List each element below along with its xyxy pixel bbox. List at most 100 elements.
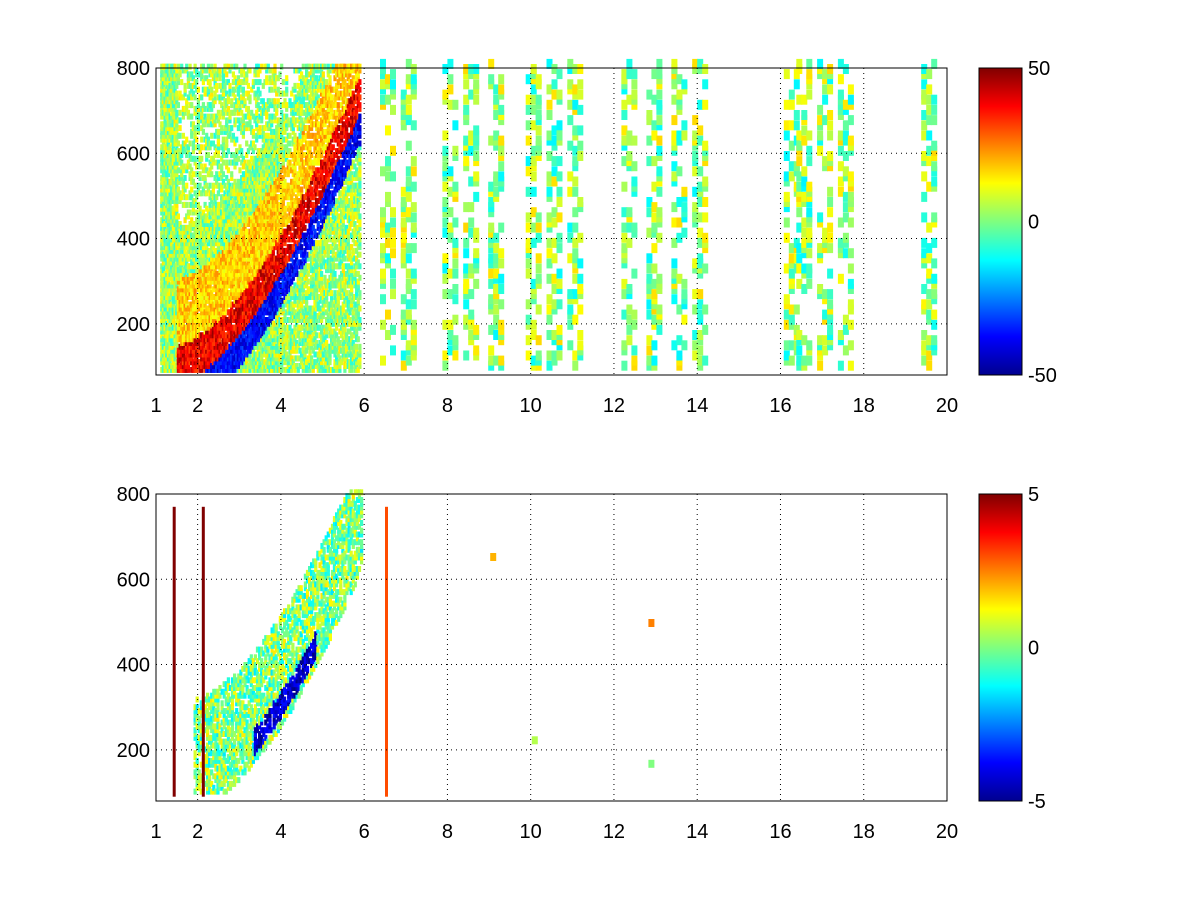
heatmap-cell: [266, 63, 270, 70]
heatmap-cell: [285, 213, 289, 220]
heatmap-cell: [218, 224, 222, 231]
heatmap-cell: [165, 209, 169, 216]
heatmap-cell: [220, 251, 224, 258]
heatmap-cell: [245, 355, 249, 362]
heatmap-cell: [266, 328, 270, 335]
heatmap-cell: [278, 117, 282, 124]
heatmap-cell: [190, 178, 194, 185]
heatmap-cell: [225, 121, 229, 128]
heatmap-cell: [230, 209, 234, 216]
heatmap-cell: [243, 255, 247, 262]
heatmap-cell: [291, 309, 295, 316]
heatmap-cell: [186, 328, 190, 335]
heatmap-cell: [243, 182, 247, 189]
heatmap-cell: [291, 359, 295, 366]
heatmap-cell: [301, 90, 305, 97]
heatmap-cell: [181, 267, 185, 274]
heatmap-cell: [296, 117, 300, 124]
heatmap-cell: [263, 251, 267, 258]
heatmap-cell: [201, 86, 205, 93]
heatmap-cell: [245, 121, 249, 128]
heatmap-cell: [280, 224, 284, 231]
heatmap-cell: [183, 247, 187, 254]
heatmap-cell: [170, 128, 174, 135]
heatmap-cell: [266, 144, 270, 151]
heatmap-cell: [176, 244, 180, 251]
heatmap-cell: [211, 255, 215, 262]
heatmap-cell: [218, 217, 222, 224]
heatmap-cell: [175, 90, 179, 97]
heatmap-cell: [181, 340, 185, 346]
heatmap-cell: [220, 347, 224, 354]
heatmap-cell: [166, 159, 170, 166]
heatmap-cell: [243, 209, 247, 216]
heatmap-cell: [161, 251, 165, 258]
heatmap-cell: [205, 236, 209, 243]
heatmap-cell: [280, 63, 284, 70]
heatmap-cell: [253, 336, 257, 343]
heatmap-cell: [243, 366, 247, 373]
heatmap-cell: [271, 175, 275, 181]
heatmap-cell: [283, 178, 287, 185]
heatmap-cell: [173, 132, 177, 139]
heatmap-cell: [220, 236, 224, 243]
heatmap-cell: [175, 267, 179, 274]
heatmap-cell: [213, 317, 217, 323]
heatmap-cell: [211, 336, 215, 343]
heatmap-cell: [266, 274, 270, 281]
heatmap-cell: [240, 313, 244, 320]
heatmap-cell: [220, 332, 224, 339]
heatmap-cell: [226, 105, 230, 112]
heatmap-cell: [296, 328, 300, 335]
heatmap-cell: [206, 251, 210, 258]
heatmap-cell: [295, 182, 299, 189]
heatmap-cell: [273, 259, 277, 266]
heatmap-cell: [271, 274, 275, 281]
heatmap-cell: [166, 343, 170, 350]
heatmap-cell: [181, 270, 185, 277]
heatmap-cell: [303, 251, 307, 258]
heatmap-cell: [228, 117, 232, 124]
heatmap-cell: [233, 274, 237, 281]
heatmap-cell: [271, 71, 275, 78]
heatmap-cell: [275, 198, 279, 204]
heatmap-cell: [168, 75, 172, 82]
heatmap-cell: [305, 201, 309, 208]
heatmap-cell: [276, 355, 280, 362]
heatmap-cell: [228, 82, 232, 89]
heatmap-cell: [228, 236, 232, 243]
heatmap-cell: [180, 340, 184, 346]
heatmap-cell: [180, 228, 184, 235]
heatmap-cell: [218, 328, 222, 335]
heatmap-cell: [230, 347, 234, 354]
heatmap-cell: [271, 263, 275, 270]
heatmap-cell: [163, 347, 167, 354]
heatmap-cell: [226, 201, 230, 208]
heatmap-cell: [246, 244, 250, 251]
heatmap-cell: [288, 236, 292, 243]
heatmap-cell: [173, 255, 177, 262]
heatmap-cell: [281, 286, 285, 293]
heatmap-cell: [228, 278, 232, 285]
heatmap-cell: [276, 290, 280, 297]
heatmap-cell: [170, 336, 174, 343]
heatmap-cell: [261, 128, 265, 135]
heatmap-cell: [176, 240, 180, 247]
heatmap-cell: [233, 255, 237, 262]
heatmap-cell: [285, 152, 289, 158]
heatmap-cell: [256, 343, 260, 350]
heatmap-cell: [300, 167, 304, 174]
heatmap-cell: [228, 324, 232, 331]
heatmap-cell: [165, 140, 169, 147]
heatmap-cell: [296, 171, 300, 178]
heatmap-cell: [286, 228, 290, 235]
heatmap-cell: [171, 324, 175, 331]
heatmap-cell: [161, 140, 165, 147]
heatmap-cell: [275, 286, 279, 293]
heatmap-cell: [278, 259, 282, 266]
heatmap-cell: [163, 232, 167, 239]
heatmap-cell: [300, 263, 304, 270]
heatmap-cell: [160, 347, 164, 354]
heatmap-cell: [175, 263, 179, 270]
heatmap-cell: [235, 82, 239, 89]
